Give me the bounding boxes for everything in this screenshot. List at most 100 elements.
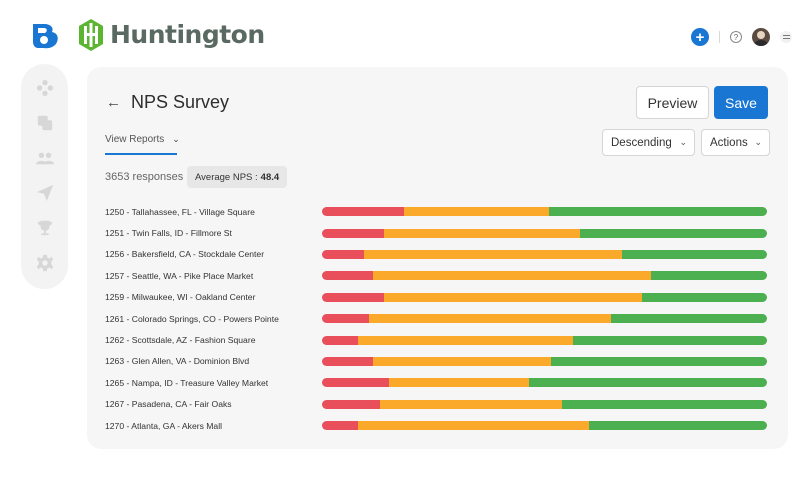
huntington-logo-icon (79, 19, 103, 51)
nps-stacked-bar[interactable] (322, 335, 767, 345)
average-nps-value: 48.4 (260, 171, 280, 183)
passive-segment (368, 314, 612, 324)
send-icon[interactable] (35, 183, 55, 203)
location-row[interactable]: 1265 - Nampa, ID - Treasure Valley Marke… (105, 372, 770, 393)
copy-icon[interactable] (35, 113, 55, 133)
menu-icon[interactable] (780, 31, 792, 43)
nps-stacked-bar[interactable] (322, 399, 767, 409)
passive-segment (379, 399, 563, 409)
top-actions: + ? (691, 28, 792, 46)
people-icon[interactable] (35, 148, 55, 168)
preview-button[interactable]: Preview (636, 86, 709, 119)
brand-name: Huntington (110, 20, 265, 49)
detractor-segment (322, 356, 374, 366)
dashboard-icon[interactable] (35, 78, 55, 98)
sidebar (21, 64, 68, 289)
passive-segment (388, 378, 529, 388)
plus-icon[interactable]: + (691, 28, 709, 46)
passive-segment (364, 249, 623, 259)
page-title: NPS Survey (131, 92, 230, 112)
nps-stacked-bar[interactable] (322, 378, 767, 388)
location-label: 1261 - Colorado Springs, CO - Powers Poi… (105, 313, 279, 324)
nps-stacked-bar[interactable] (322, 249, 767, 259)
location-label: 1265 - Nampa, ID - Treasure Valley Marke… (105, 377, 269, 388)
promoter-segment (528, 378, 767, 388)
promoter-segment (548, 207, 767, 217)
chevron-down-icon: ⌄ (679, 137, 687, 147)
location-row[interactable]: 1262 - Scottsdale, AZ - Fashion Square (105, 329, 770, 350)
sort-select[interactable]: Descending ⌄ (602, 129, 695, 156)
detractor-segment (322, 271, 374, 281)
promoter-segment (611, 314, 767, 324)
promoter-segment (551, 356, 767, 366)
detractor-segment (322, 207, 405, 217)
actions-select[interactable]: Actions ⌄ (701, 129, 770, 156)
location-label: 1270 - Atlanta, GA - Akers Mall (105, 420, 223, 431)
passive-segment (373, 271, 652, 281)
location-row[interactable]: 1261 - Colorado Springs, CO - Powers Poi… (105, 308, 770, 329)
average-nps-badge: Average NPS : 48.4 (187, 166, 288, 188)
chevron-down-icon: ⌄ (172, 134, 180, 144)
sort-select-value: Descending (611, 136, 672, 149)
detractor-segment (322, 292, 385, 302)
location-row[interactable]: 1270 - Atlanta, GA - Akers Mall (105, 415, 770, 436)
passive-segment (384, 228, 581, 238)
responses-count: 3653 responses (105, 171, 184, 183)
promoter-segment (642, 292, 767, 302)
location-row[interactable]: 1256 - Bakersfield, CA - Stockdale Cente… (105, 244, 770, 265)
detractor-segment (322, 399, 380, 409)
location-label: 1251 - Twin Falls, ID - Fillmore St (105, 228, 232, 239)
promoter-segment (622, 249, 767, 259)
location-label: 1259 - Milwaukee, WI - Oakland Center (105, 292, 256, 303)
location-row[interactable]: 1250 - Tallahassee, FL - Village Square (105, 201, 770, 222)
view-reports-label: View Reports (105, 134, 165, 145)
location-row[interactable]: 1251 - Twin Falls, ID - Fillmore St (105, 222, 770, 243)
save-button[interactable]: Save (714, 86, 768, 119)
detractor-segment (322, 378, 389, 388)
location-label: 1250 - Tallahassee, FL - Village Square (105, 206, 255, 217)
location-label: 1256 - Bakersfield, CA - Stockdale Cente… (105, 249, 265, 260)
trophy-icon[interactable] (35, 218, 55, 238)
actions-select-label: Actions (710, 136, 748, 149)
avatar[interactable] (752, 28, 770, 46)
tab-underline (105, 153, 177, 155)
divider (719, 31, 720, 43)
nps-stacked-bar[interactable] (322, 314, 767, 324)
location-label: 1262 - Scottsdale, AZ - Fashion Square (105, 335, 256, 346)
location-row[interactable]: 1257 - Seattle, WA - Pike Place Market (105, 265, 770, 286)
nps-location-list: 1250 - Tallahassee, FL - Village Square 1… (105, 201, 770, 436)
passive-segment (373, 356, 552, 366)
nps-stacked-bar[interactable] (322, 421, 767, 431)
nps-stacked-bar[interactable] (322, 356, 767, 366)
average-nps-label: Average NPS : (195, 171, 258, 183)
detractor-segment (322, 421, 358, 431)
promoter-segment (580, 228, 767, 238)
promoter-segment (588, 421, 767, 431)
passive-segment (357, 335, 574, 345)
location-label: 1267 - Pasadena, CA - Fair Oaks (105, 399, 232, 410)
location-label: 1263 - Glen Allen, VA - Dominion Blvd (105, 356, 250, 367)
passive-segment (404, 207, 549, 217)
help-icon[interactable]: ? (730, 31, 742, 43)
detractor-segment (322, 228, 385, 238)
location-row[interactable]: 1267 - Pasadena, CA - Fair Oaks (105, 394, 770, 415)
location-row[interactable]: 1259 - Milwaukee, WI - Oakland Center (105, 287, 770, 308)
back-arrow-icon[interactable]: ← (106, 94, 121, 111)
passive-segment (357, 421, 589, 431)
settings-icon[interactable] (35, 253, 55, 273)
detractor-segment (322, 335, 358, 345)
detractor-segment (322, 249, 365, 259)
b-logo-icon[interactable] (30, 22, 60, 50)
nps-stacked-bar[interactable] (322, 228, 767, 238)
location-label: 1257 - Seattle, WA - Pike Place Market (105, 270, 254, 281)
detractor-segment (322, 314, 369, 324)
brand-logo: Huntington (78, 18, 265, 52)
nps-stacked-bar[interactable] (322, 207, 767, 217)
nps-stacked-bar[interactable] (322, 271, 767, 281)
passive-segment (384, 292, 643, 302)
nps-stacked-bar[interactable] (322, 292, 767, 302)
chevron-down-icon: ⌄ (754, 137, 762, 147)
location-row[interactable]: 1263 - Glen Allen, VA - Dominion Blvd (105, 351, 770, 372)
survey-card: ← NPS Survey Preview Save View Reports ⌄… (87, 67, 788, 449)
view-reports-tab[interactable]: View Reports ⌄ (105, 134, 180, 145)
